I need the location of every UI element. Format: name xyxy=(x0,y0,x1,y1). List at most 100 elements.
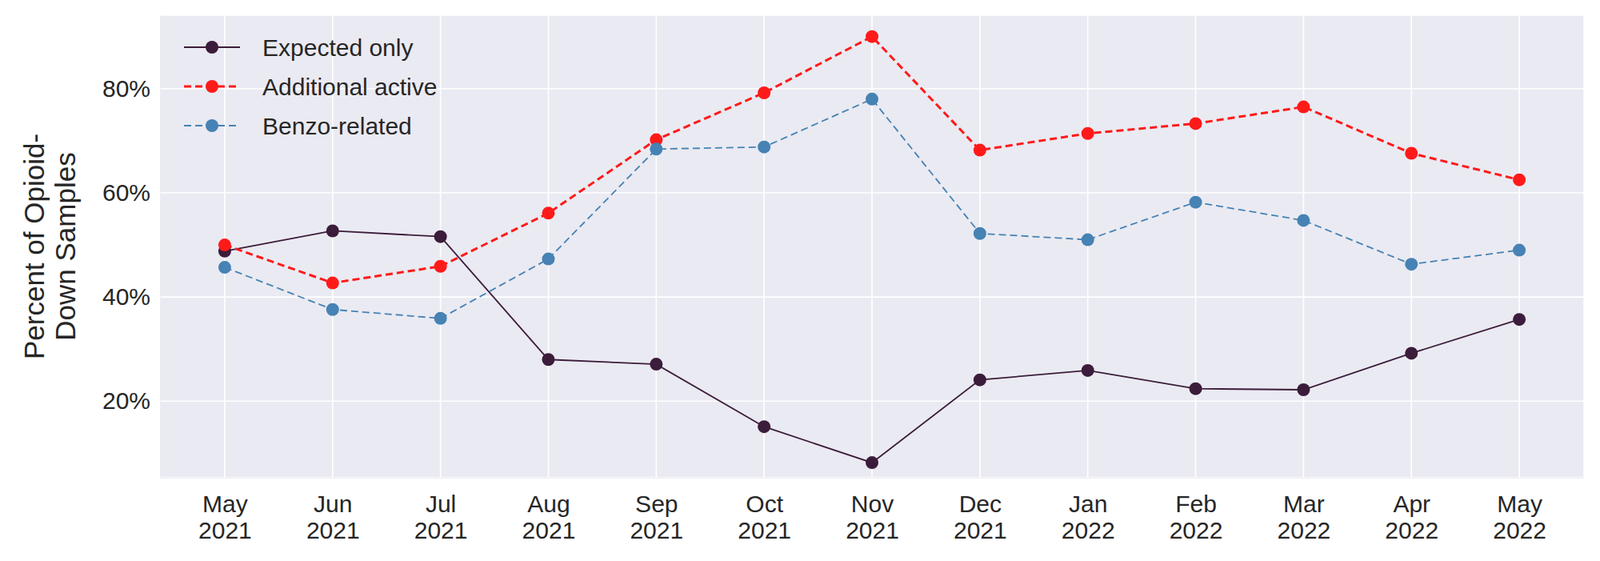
series-marker xyxy=(1189,116,1203,130)
series-marker xyxy=(541,206,555,220)
y-axis: 20% 40% 60% 80% xyxy=(102,16,161,479)
series-marker xyxy=(1404,257,1418,271)
x-tick: Aug2021 xyxy=(522,477,576,544)
x-tick-label: Mar2022 xyxy=(1277,490,1332,544)
legend-marker xyxy=(205,119,219,132)
series-marker xyxy=(1081,364,1095,377)
x-tick-label: Jan2022 xyxy=(1061,490,1116,544)
series-marker xyxy=(434,260,448,273)
series-marker xyxy=(1296,383,1310,396)
x-axis: May2021 Jun2021 Jul2021 Aug2021 Sep2021 Oct20… xyxy=(160,477,1585,544)
legend-marker xyxy=(205,80,219,93)
grid-line xyxy=(871,15,873,478)
plot: 20% 40% 60% 80% May2021 Jun2021 Jul2021 Aug2021… xyxy=(102,15,1585,544)
series-marker xyxy=(865,30,879,44)
y-tick-label: 40% xyxy=(102,283,151,310)
x-tick-label: Jul2021 xyxy=(414,490,468,544)
grid-line xyxy=(1303,15,1305,478)
series-marker xyxy=(326,303,340,316)
grid-line xyxy=(656,15,658,478)
x-tick: Jun2021 xyxy=(306,477,360,544)
x-tick: Sep2021 xyxy=(629,477,684,544)
plot-background xyxy=(160,15,1584,478)
grid-line xyxy=(440,15,442,478)
x-tick: Feb2022 xyxy=(1169,477,1224,544)
x-tick-label: Jun2021 xyxy=(306,490,360,544)
legend-label: Benzo-related xyxy=(262,112,412,140)
plot-frame xyxy=(160,15,1584,478)
series-layer xyxy=(218,30,1526,469)
x-tick-label: Feb2022 xyxy=(1169,490,1224,544)
series-line xyxy=(224,36,1520,284)
series-marker xyxy=(218,238,232,252)
y-tick: 40% xyxy=(102,283,160,310)
x-tick-label: Dec2021 xyxy=(953,490,1008,544)
x-tick: Jul2021 xyxy=(414,477,468,544)
grid xyxy=(160,15,1584,478)
x-tick: Oct2021 xyxy=(737,477,792,544)
series-marker xyxy=(865,456,879,469)
x-tick-label: May2022 xyxy=(1492,490,1547,544)
x-tick: May2022 xyxy=(1492,477,1547,544)
legend-item: Additional active xyxy=(184,73,437,100)
series-marker xyxy=(434,312,448,325)
series-marker xyxy=(1296,213,1310,227)
series-marker xyxy=(1081,127,1095,140)
x-tick: May2021 xyxy=(198,477,252,544)
series-marker xyxy=(649,357,663,371)
x-tick: Dec2021 xyxy=(953,477,1008,544)
series-marker xyxy=(1512,173,1526,187)
series-marker xyxy=(326,224,340,237)
grid-line xyxy=(763,15,765,478)
x-axis-line xyxy=(160,477,1585,479)
legend-marker xyxy=(205,40,219,54)
x-tick: Mar2022 xyxy=(1277,477,1332,544)
series-marker xyxy=(649,142,663,156)
y-tick: 20% xyxy=(102,387,160,414)
series-marker xyxy=(1404,146,1418,160)
y-tick-label: 80% xyxy=(102,75,151,102)
series-marker xyxy=(973,144,987,157)
x-tick: Apr2022 xyxy=(1384,477,1439,544)
grid-line xyxy=(1195,15,1197,478)
x-tick-label: May2021 xyxy=(198,490,252,544)
series-marker xyxy=(1512,244,1526,257)
series-marker xyxy=(973,227,987,240)
series-marker xyxy=(973,373,987,387)
x-tick-label: Nov2021 xyxy=(845,490,900,544)
x-tick-label: Oct2021 xyxy=(737,490,792,544)
chart: 20% 40% 60% 80% May2021 Jun2021 Jul2021 Aug2021… xyxy=(0,0,1600,561)
x-tick-label: Sep2021 xyxy=(629,490,684,544)
series-marker xyxy=(1404,346,1418,360)
grid-line xyxy=(548,15,550,478)
series-marker xyxy=(1081,233,1095,247)
series-marker xyxy=(865,92,879,106)
legend-label: Additional active xyxy=(262,73,437,100)
y-tick: 60% xyxy=(102,179,160,206)
series-line xyxy=(224,99,1520,319)
x-tick-label: Apr2022 xyxy=(1384,490,1439,544)
series-marker xyxy=(541,252,555,266)
grid-line xyxy=(1087,15,1089,478)
grid-line xyxy=(979,15,981,478)
y-tick: 80% xyxy=(102,75,160,102)
x-tick-label: Aug2021 xyxy=(522,490,576,544)
legend-label: Expected only xyxy=(262,34,413,61)
series-marker xyxy=(757,86,771,100)
y-axis-line xyxy=(160,16,161,479)
series-marker xyxy=(1189,382,1203,396)
series-marker xyxy=(757,140,771,154)
series-marker xyxy=(541,352,555,366)
y-axis-title: Percent of Opioid-Down Samples xyxy=(18,133,81,360)
y-tick-label: 20% xyxy=(102,387,151,414)
series-marker xyxy=(218,260,232,274)
legend-item: Benzo-related xyxy=(184,112,412,140)
series-marker xyxy=(434,230,448,244)
x-tick: Jan2022 xyxy=(1061,477,1116,544)
series-marker xyxy=(1512,312,1526,326)
series-line xyxy=(224,230,1520,463)
series-marker xyxy=(757,420,771,433)
x-tick: Nov2021 xyxy=(845,477,900,544)
grid-line xyxy=(1410,15,1412,478)
series-marker xyxy=(1296,100,1310,114)
